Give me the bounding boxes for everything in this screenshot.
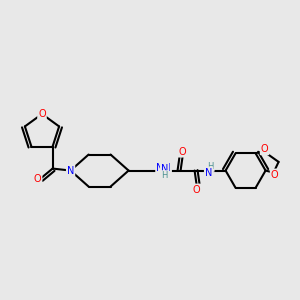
Text: O: O	[179, 147, 186, 157]
Text: N: N	[67, 166, 74, 176]
Text: H: H	[207, 162, 214, 171]
Text: H: H	[161, 171, 168, 180]
Text: O: O	[261, 144, 268, 154]
Text: N: N	[161, 164, 168, 174]
Text: O: O	[38, 109, 46, 119]
Text: NH: NH	[156, 163, 171, 172]
Text: N: N	[205, 168, 212, 178]
Text: O: O	[34, 174, 41, 184]
Text: O: O	[193, 184, 200, 195]
Text: O: O	[271, 169, 278, 180]
